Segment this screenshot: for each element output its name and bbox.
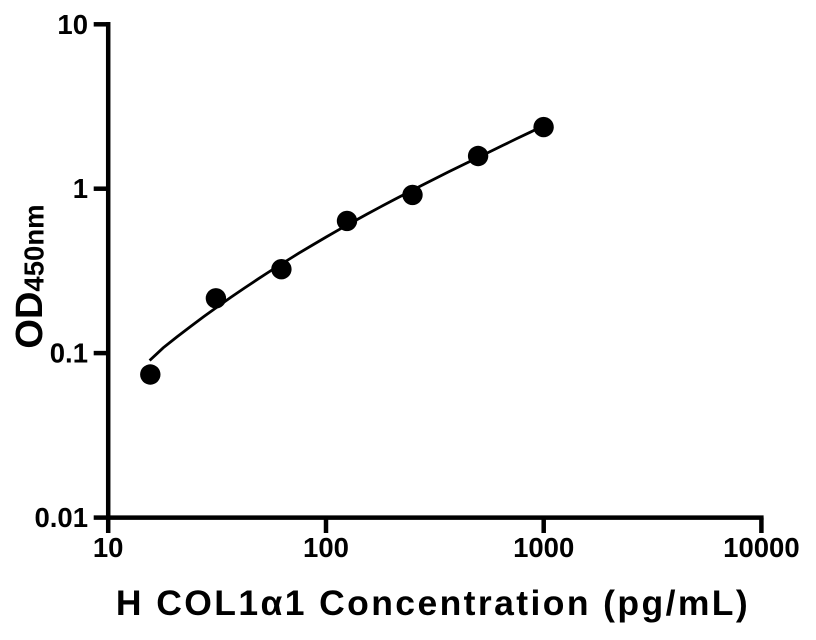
svg-text:H COL1α1 Concentration (pg/mL): H COL1α1 Concentration (pg/mL) — [116, 583, 750, 623]
svg-text:10: 10 — [57, 9, 88, 40]
svg-text:1: 1 — [73, 173, 88, 204]
svg-text:10000: 10000 — [723, 532, 799, 563]
svg-text:0.01: 0.01 — [34, 502, 88, 533]
svg-text:1000: 1000 — [513, 532, 574, 563]
svg-text:10: 10 — [93, 532, 124, 563]
svg-text:100: 100 — [303, 532, 349, 563]
svg-text:OD450nm: OD450nm — [9, 204, 51, 348]
svg-text:0.1: 0.1 — [50, 338, 88, 369]
